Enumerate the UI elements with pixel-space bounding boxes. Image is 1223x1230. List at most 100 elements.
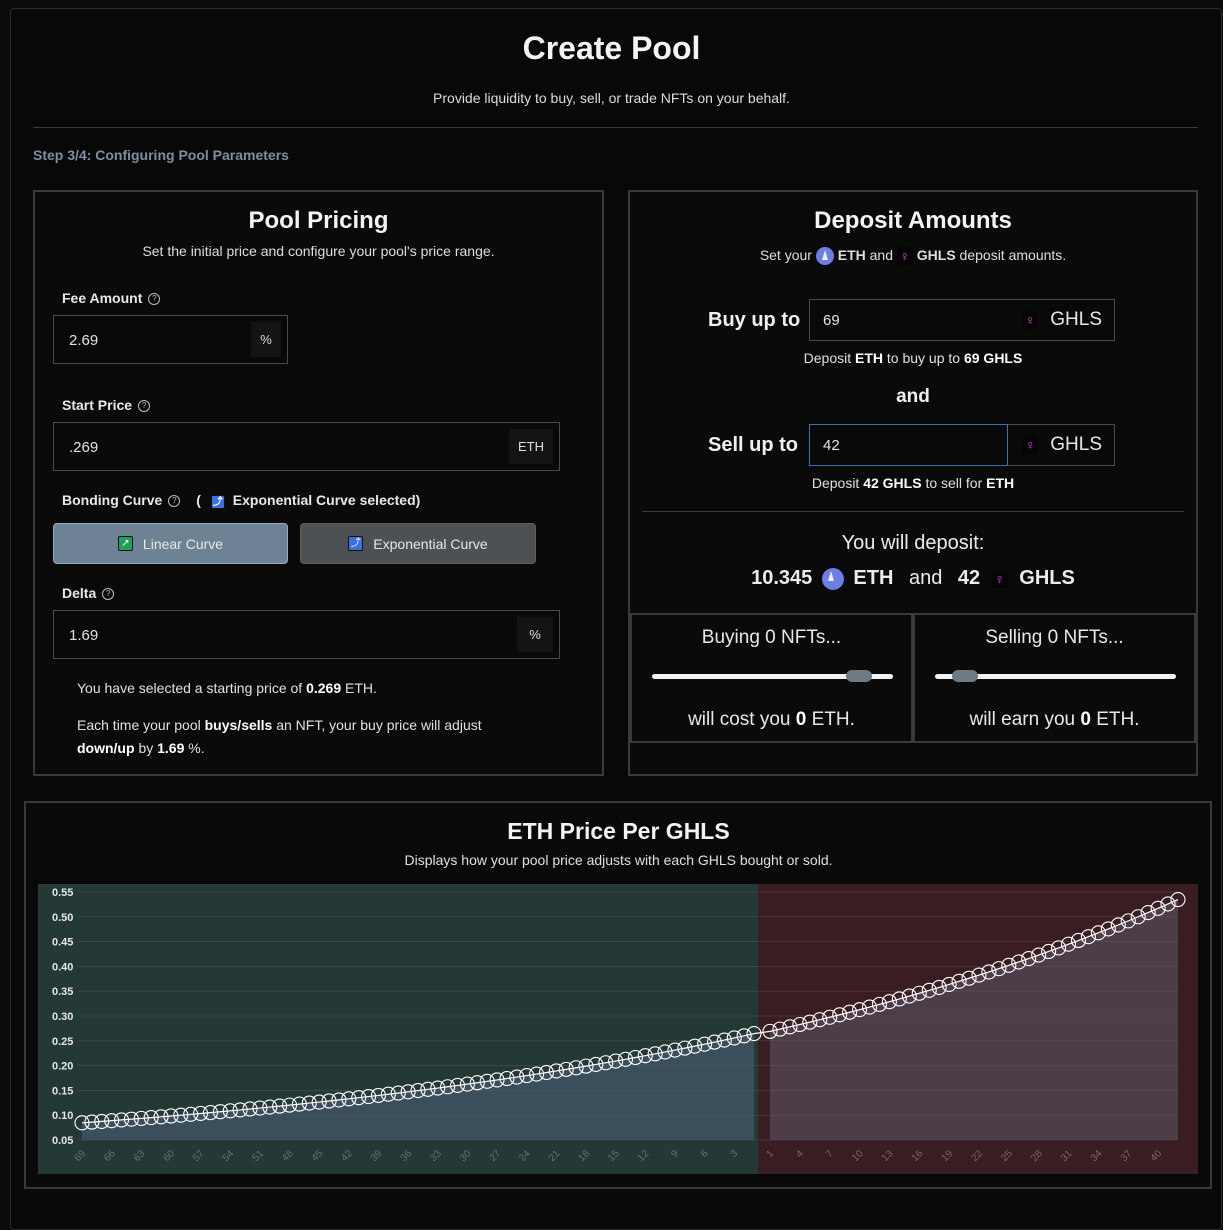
y-tick-label: 0.55: [52, 887, 73, 899]
ghls-token: GHLS: [916, 247, 956, 263]
cost-text: will cost you: [688, 709, 791, 730]
help-icon[interactable]: ?: [138, 400, 151, 413]
fee-amount-input[interactable]: 2.69 %: [53, 315, 288, 364]
buy-up-to-value[interactable]: 69: [823, 311, 840, 329]
start-price-value[interactable]: .269: [69, 439, 99, 456]
sell-price-point: [1021, 950, 1037, 967]
buy-price-point: [410, 1083, 426, 1099]
exponential-curve-button[interactable]: ⤴ Exponential Curve: [300, 523, 536, 564]
sell-price-point: [1001, 957, 1017, 973]
buy-price-point: [84, 1114, 100, 1130]
info-text: by: [138, 740, 154, 756]
delta-label-text: Delta: [62, 585, 97, 601]
deposit-subtitle-text: deposit amounts.: [959, 247, 1067, 263]
sell-price-point: [881, 994, 897, 1010]
note-text: Deposit: [811, 475, 860, 491]
sell-price-point: [792, 1016, 808, 1033]
buy-price-point: [548, 1063, 564, 1079]
sell-area: [770, 899, 1178, 1140]
sell-price-point: [1130, 909, 1146, 925]
y-tick-label: 0.15: [52, 1085, 73, 1097]
exponential-curve-icon: ⤴: [210, 495, 225, 509]
buy-price-point: [301, 1095, 317, 1111]
page-subtitle: Provide liquidity to buy, sell, or trade…: [433, 90, 790, 106]
help-icon[interactable]: ?: [102, 588, 115, 601]
buy-price-point: [726, 1030, 742, 1046]
sell-price-point: [1120, 913, 1136, 929]
buying-nfts-box: Buying 0 NFTs... will cost you 0 ETH.: [630, 613, 913, 743]
and-separator: and: [896, 386, 930, 407]
total-ghls-unit: GHLS: [1019, 567, 1075, 589]
buy-price-point: [143, 1110, 159, 1126]
linear-curve-button[interactable]: ↗ Linear Curve: [53, 523, 288, 564]
buy-price-point: [588, 1056, 604, 1073]
sell-price-point: [762, 1023, 778, 1039]
header-divider: [33, 127, 1198, 128]
sell-price-point: [1110, 917, 1126, 933]
will-deposit-label: You will deposit:: [841, 532, 985, 554]
sell-price-point: [931, 979, 947, 995]
sell-up-to-input[interactable]: 42 ♀ GHLS: [809, 424, 1115, 466]
buy-price-point: [499, 1070, 515, 1087]
info-start-price: 0.269: [306, 680, 342, 696]
sell-price-point: [782, 1019, 798, 1035]
sell-price-point: [1051, 940, 1067, 956]
y-tick-label: 0.50: [52, 912, 73, 924]
buy-up-to-input[interactable]: 69 ♀ GHLS: [809, 299, 1115, 341]
curve-selected-paren: (: [196, 492, 201, 508]
buy-price-point: [568, 1060, 584, 1076]
selling-slider-thumb[interactable]: [952, 670, 979, 682]
buy-price-point: [252, 1100, 268, 1116]
buy-price-point: [637, 1048, 653, 1064]
buying-slider[interactable]: [652, 670, 893, 682]
buy-price-point: [400, 1084, 416, 1100]
help-icon[interactable]: ?: [148, 293, 161, 306]
buying-slider-thumb[interactable]: [845, 670, 872, 682]
help-icon[interactable]: ?: [168, 495, 181, 508]
buy-price-point: [341, 1091, 357, 1107]
buy-price-point: [74, 1115, 90, 1131]
buy-price-point: [746, 1026, 762, 1042]
sell-price-point: [1160, 896, 1176, 912]
buy-price-point: [509, 1069, 525, 1085]
deposit-subtitle-text: Set your: [759, 247, 812, 263]
ghls-icon: ♀: [896, 247, 913, 266]
eth-token: ETH: [837, 247, 866, 263]
fee-amount-value[interactable]: 2.69: [69, 332, 99, 349]
linear-curve-icon: ↗: [117, 536, 133, 551]
sell-price-point: [871, 996, 888, 1012]
sell-price-point: [891, 991, 907, 1007]
note-bold: ETH: [986, 475, 1015, 491]
earn-value: 0: [1080, 709, 1091, 730]
buy-price-point: [529, 1066, 545, 1082]
buy-price-point: [281, 1097, 298, 1113]
total-and: and: [908, 567, 943, 589]
y-tick-label: 0.45: [52, 937, 73, 949]
delta-value[interactable]: 1.69: [69, 627, 99, 644]
deposit-subtitle-text: and: [869, 247, 893, 263]
deposit-subtitle: Set your ETH and ♀ GHLS deposit amounts.: [628, 247, 1198, 266]
start-price-unit: ETH: [509, 429, 553, 464]
deposit-title: Deposit Amounts: [814, 207, 1012, 234]
cost-unit: ETH.: [811, 709, 855, 730]
sell-price-point: [971, 967, 987, 983]
selling-nfts-title: Selling 0 NFTs...: [985, 627, 1124, 648]
info-text: You have selected a starting price of: [77, 680, 303, 696]
selling-slider[interactable]: [935, 670, 1176, 682]
total-eth-unit: ETH: [853, 567, 894, 589]
y-tick-label: 0.35: [52, 986, 73, 998]
buy-price-point: [390, 1085, 406, 1101]
sell-up-to-value[interactable]: 42: [823, 436, 840, 454]
buy-price-point: [706, 1034, 723, 1050]
start-price-input[interactable]: .269 ETH: [53, 422, 560, 471]
info-text: Each time your pool: [77, 717, 201, 733]
delta-input[interactable]: 1.69 %: [53, 610, 560, 659]
y-tick-label: 0.10: [52, 1110, 73, 1122]
ghls-icon: ♀: [991, 569, 1008, 588]
sell-price-point: [1100, 921, 1116, 937]
sell-price-point: [941, 976, 957, 992]
pool-pricing-title: Pool Pricing: [248, 207, 389, 234]
sell-price-point: [1170, 892, 1186, 908]
buy-price-point: [123, 1111, 139, 1127]
y-tick-label: 0.25: [52, 1036, 73, 1048]
